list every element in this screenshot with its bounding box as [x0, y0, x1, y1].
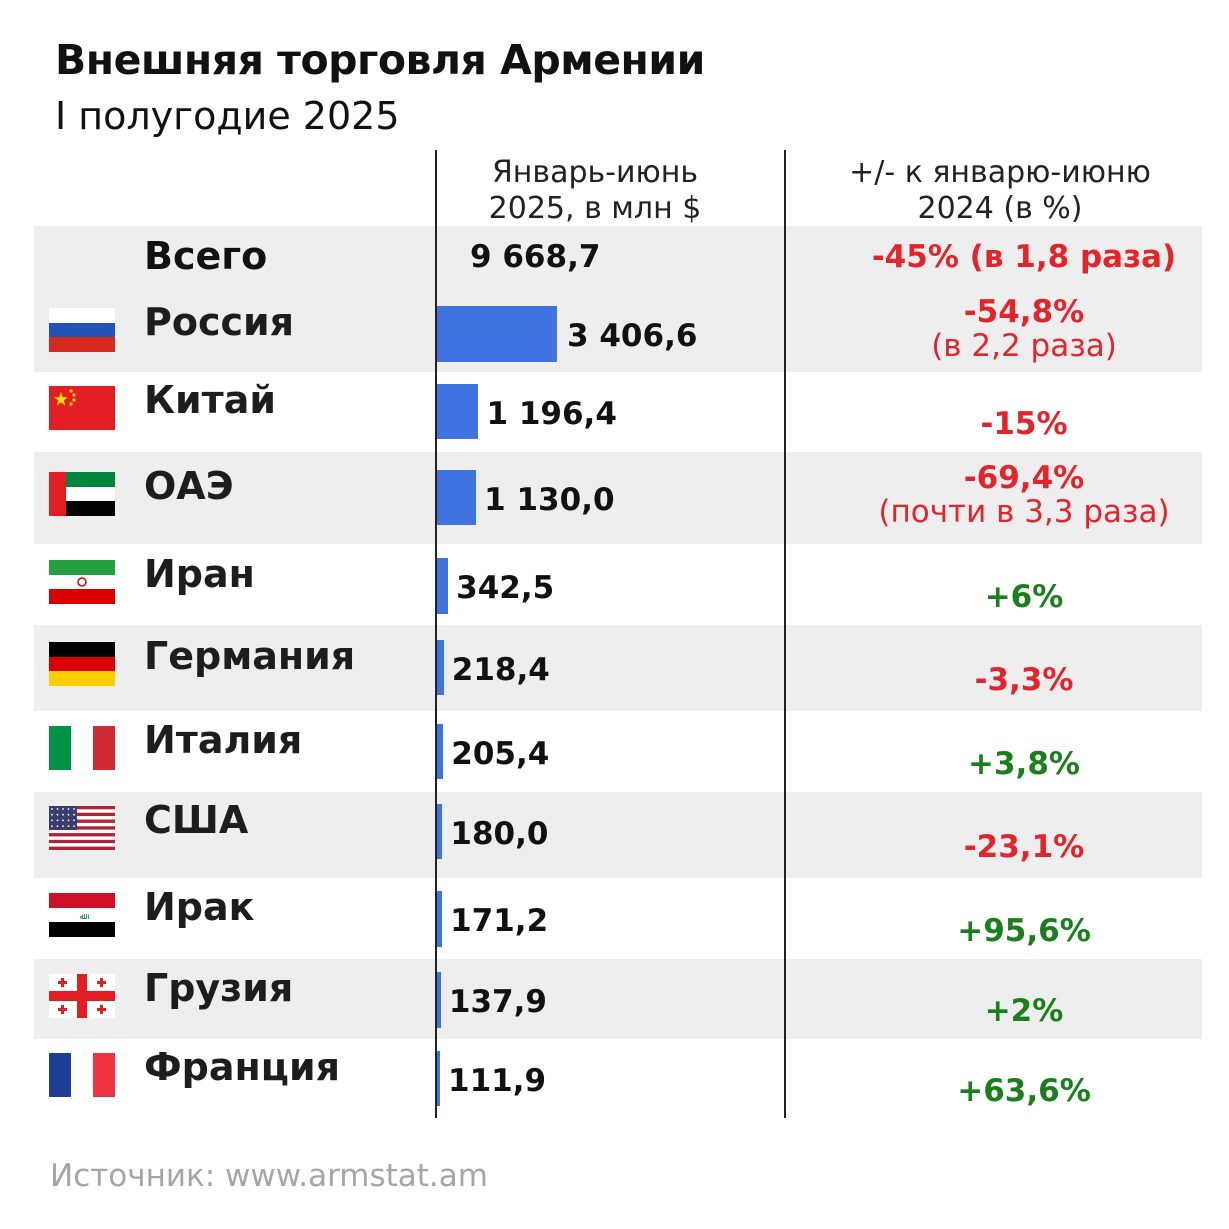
italy-flag-icon: [49, 726, 115, 770]
change-main: +63,6%: [957, 1073, 1091, 1109]
usa-flag-icon: [49, 806, 115, 850]
change-main: +3,8%: [968, 746, 1080, 782]
change-note: (почти в 3,3 раза): [878, 494, 1170, 530]
table-row: Франция 111,9 +63,6%: [34, 1039, 1202, 1119]
table-row: Россия 3 406,6 -54,8% (в 2,2 раза): [34, 286, 1202, 372]
value-label: 180,0: [450, 816, 549, 852]
bar: [436, 724, 444, 779]
value-label: 3 406,6: [567, 318, 698, 354]
france-flag-icon: [49, 1053, 115, 1097]
change-main: +6%: [984, 579, 1064, 615]
value-label: 171,2: [450, 903, 549, 939]
country-label: Грузия: [144, 966, 294, 1010]
value-column-header: Январь-июнь 2025, в млн $: [440, 155, 750, 227]
change-main: +95,6%: [957, 913, 1091, 949]
change-main: -69,4%: [963, 460, 1085, 496]
bar: [436, 891, 443, 947]
bar: [436, 558, 449, 614]
change-main: -54,8%: [963, 294, 1085, 330]
change-value: -23,1%: [814, 829, 1229, 865]
change-header-line2: 2024 (в %): [917, 191, 1083, 226]
country-label: Ирак: [144, 885, 255, 929]
total-label: Всего: [144, 234, 268, 278]
country-label: Россия: [144, 300, 295, 344]
change-header-line1: +/- к январю-июню: [849, 155, 1151, 190]
table-row: ﷲ Ирак 171,2 +95,6%: [34, 878, 1202, 959]
value-label: 205,4: [451, 736, 550, 772]
bar: [436, 384, 479, 439]
table-row: Иран 342,5 +6%: [34, 544, 1202, 625]
source-note: Источник: www.armstat.am: [50, 1158, 488, 1194]
value-label: 1 130,0: [484, 482, 615, 518]
value-header-line2: 2025, в млн $: [488, 191, 702, 226]
change-value: +6%: [814, 579, 1229, 615]
country-label: Италия: [144, 718, 303, 762]
bar: [436, 470, 477, 525]
bar: [436, 640, 444, 695]
table-row: Китай 1 196,4 -15%: [34, 372, 1202, 452]
table-row: Грузия 137,9 +2%: [34, 959, 1202, 1039]
page-title: Внешняя торговля Армении: [55, 36, 705, 84]
country-label: Китай: [144, 378, 276, 422]
uae-flag-icon: [49, 472, 115, 516]
country-label: Иран: [144, 552, 255, 596]
value-label: 218,4: [451, 652, 550, 688]
country-label: Германия: [144, 634, 356, 678]
change-main: -15%: [980, 406, 1068, 442]
value-label: 342,5: [456, 570, 555, 606]
change-column-header: +/- к январю-июню 2024 (в %): [790, 155, 1210, 227]
country-label: Франция: [144, 1045, 340, 1089]
value-column-divider: [435, 150, 437, 1118]
value-label: 1 196,4: [486, 396, 617, 432]
table-row: Германия 218,4 -3,3%: [34, 625, 1202, 711]
change-value: -15%: [814, 406, 1229, 442]
bar: [436, 306, 557, 362]
georgia-flag-icon: [49, 974, 115, 1018]
total-change-value: -45% (в 1,8 раза): [871, 239, 1177, 275]
change-main: -23,1%: [963, 829, 1085, 865]
total-change: -45% (в 1,8 раза): [814, 239, 1229, 275]
iran-flag-icon: [49, 560, 115, 604]
value-header-line1: Январь-июнь: [491, 155, 699, 190]
change-value: +95,6%: [814, 913, 1229, 949]
change-note: (в 2,2 раза): [931, 328, 1117, 364]
change-value: +3,8%: [814, 746, 1229, 782]
change-column-divider: [784, 150, 786, 1118]
change-value: +63,6%: [814, 1073, 1229, 1109]
bar: [436, 972, 441, 1028]
value-label: 111,9: [448, 1063, 547, 1099]
country-label: США: [144, 798, 249, 842]
total-value: 9 668,7: [470, 239, 601, 275]
total-row: Всего 9 668,7 -45% (в 1,8 раза): [34, 226, 1202, 286]
country-label: ОАЭ: [144, 464, 234, 508]
bar: [436, 804, 443, 859]
change-value: +2%: [814, 993, 1229, 1029]
change-main: -3,3%: [974, 662, 1074, 698]
russia-flag-icon: [49, 308, 115, 352]
change-main: +2%: [984, 993, 1064, 1029]
china-flag-icon: [49, 386, 115, 430]
table-row: Италия 205,4 +3,8%: [34, 711, 1202, 792]
germany-flag-icon: [49, 642, 115, 686]
table-row: ОАЭ 1 130,0 -69,4% (почти в 3,3 раза): [34, 452, 1202, 544]
bar: [436, 1051, 440, 1106]
change-value: -69,4% (почти в 3,3 раза): [814, 460, 1229, 528]
change-value: -54,8% (в 2,2 раза): [814, 294, 1229, 362]
change-value: -3,3%: [814, 662, 1229, 698]
value-label: 137,9: [448, 984, 547, 1020]
iraq-flag-icon: ﷲ: [49, 893, 115, 937]
table-row: США 180,0 -23,1%: [34, 792, 1202, 878]
page-subtitle: I полугодие 2025: [55, 94, 400, 138]
